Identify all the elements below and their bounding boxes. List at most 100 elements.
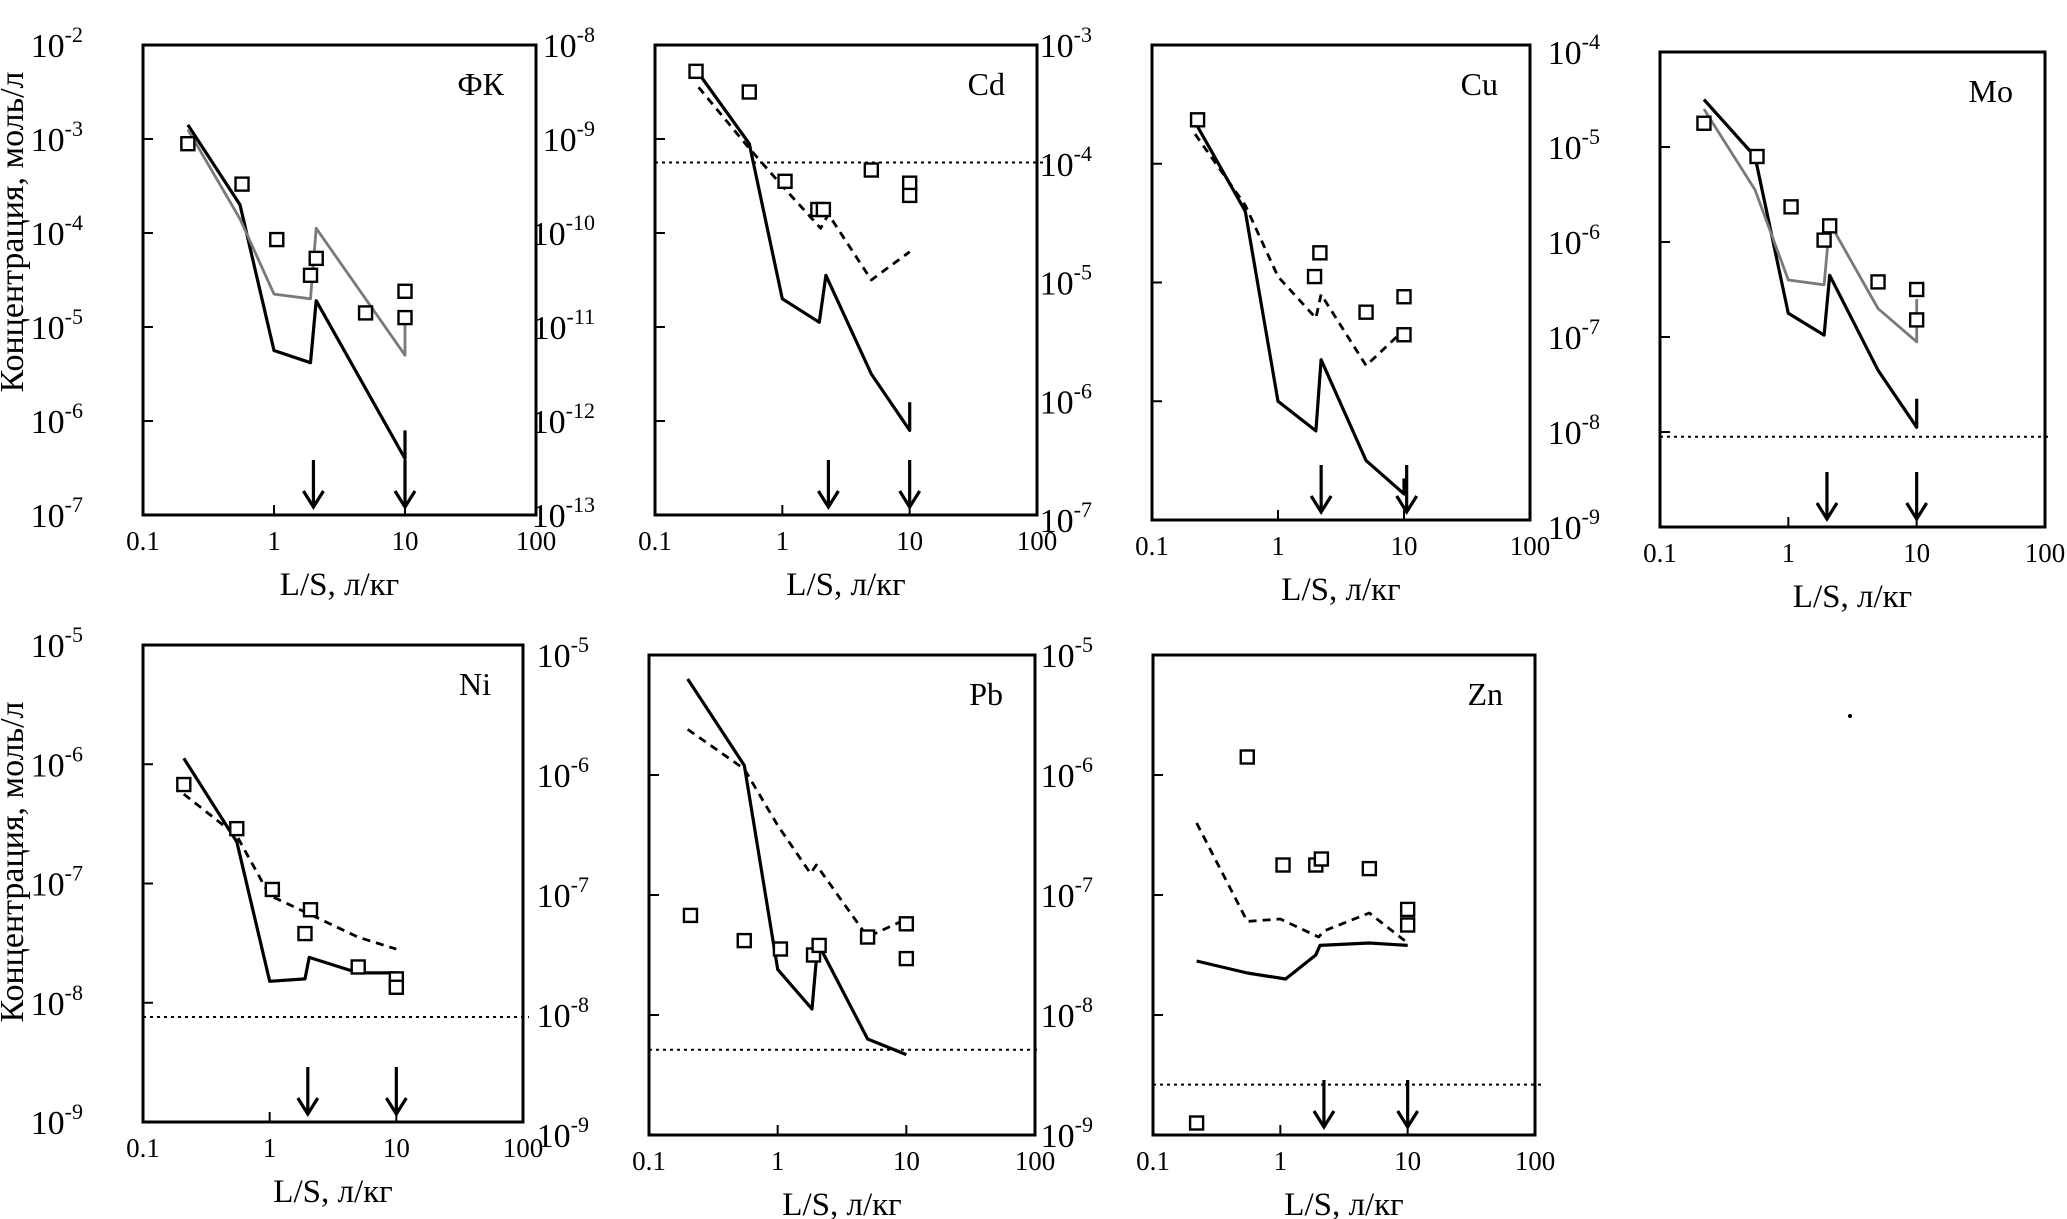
series-line [1193,121,1406,496]
y-tick-label: 10-10 [532,210,595,253]
stray-dot [1848,714,1852,718]
y-tick-label: 10-5 [1040,260,1092,303]
x-tick-label: 0.1 [126,1133,160,1163]
y-tick-label: 10-8 [1041,992,1093,1035]
data-point [397,283,413,299]
data-point [1312,245,1328,261]
panel-Cd: 0.1 1 10 100 10-8 10-9 10-10 10-11 10-12 10-13 L/S… [532,22,1058,603]
x-tick-label: 100 [1510,531,1551,561]
y-tick-label: 10-6 [31,741,83,784]
panel-Cu: 0.1 1 10 100 10-3 10-4 10-5 10-6 10-7 L/S, л/кг Cu [1040,22,1551,608]
y-tick-label: 10-9 [537,1112,589,1155]
arrow-head [296,1097,320,1118]
panel-label: Cd [968,66,1005,102]
panel-label: Pb [969,676,1003,712]
x-tick-label: 0.1 [638,526,672,556]
y-tick-label: 10-7 [31,492,83,535]
data-point [1275,857,1291,873]
panel-Pb: 0.1 1 10 100 10-5 10-6 10-7 10-8 10-9 L/S, л/кг Pb [537,632,1056,1219]
x-tick-label: 0.1 [632,1146,666,1176]
series-line [1193,133,1405,368]
panel-label: Zn [1467,676,1503,712]
y-tick-label: 10-8 [1548,409,1600,452]
data-point [1396,327,1412,343]
y-tick-label: 10-9 [543,116,595,159]
x-tick-label: 10 [893,1146,920,1176]
y-tick-label: 10-5 [1041,632,1093,675]
series-line [1195,822,1409,945]
data-point [1783,199,1799,215]
data-point [1870,274,1886,290]
y-tick-label: 10-7 [1041,872,1093,915]
series-line [1702,108,1919,344]
series-line [697,72,912,432]
data-point [269,231,285,248]
y-tick-label: 10-9 [1548,504,1600,547]
plot-frame [141,43,538,517]
data-point [898,916,915,932]
data-point [772,941,789,957]
y-tick-label: 10-5 [1548,124,1600,167]
data-point [350,959,366,975]
arrow-head [384,1097,408,1118]
arrow-head [1395,495,1419,516]
y-tick-label: 10-7 [537,872,589,915]
x-tick-label: 10 [896,526,923,556]
series-line [1702,98,1919,429]
y-tick-label: 10-5 [31,622,83,665]
data-point [297,925,313,942]
panel-Ni: 0.1 1 10 100 10-5 10-6 10-7 10-8 10-9 L/S, л/кг Ni [31,622,544,1210]
data-point [1696,115,1712,131]
x-tick-label: 1 [267,526,281,556]
series-line [182,792,397,951]
y-axis-label-top: Концентрация, моль/л [0,71,31,392]
y-tick-label: 10-8 [543,22,595,65]
data-point [688,63,704,80]
data-point [741,84,757,100]
y-tick-label: 10-5 [31,304,83,347]
plot-frame [647,653,1037,1137]
data-point [1816,232,1832,248]
data-point [811,937,827,954]
x-tick-label: 0.1 [1643,538,1677,568]
y-tick-label: 10-7 [1040,497,1092,540]
plot-frame [1150,43,1532,522]
arrow-head [302,490,325,511]
data-point [777,173,793,190]
x-tick-label: 1 [1271,531,1285,561]
panel-Mo: 0.1 1 10 100 10-4 10-5 10-6 10-7 10-8 10-9 L/S, л/… [1548,29,2066,615]
x-tick-label: 0.1 [126,526,160,556]
y-tick-label: 10-3 [1040,22,1092,65]
arrow-head [1905,502,1929,523]
data-point [302,902,319,918]
x-tick-label: 100 [1015,1146,1056,1176]
y-tick-label: 10-7 [1548,314,1600,357]
panel-label: Cu [1461,66,1498,102]
series-line [686,728,907,939]
y-tick-label: 10-4 [1040,141,1092,184]
y-tick-label: 10-4 [31,210,83,253]
data-point [863,162,880,178]
x-tick-label: 1 [263,1133,277,1163]
arrow-head [1815,502,1839,523]
data-point [397,309,413,326]
x-tick-label: 0.1 [1135,531,1169,561]
data-point [1908,281,1925,298]
data-point [176,776,192,793]
x-tick-label: 10 [383,1133,410,1163]
y-tick-label: 10-6 [537,752,589,795]
x-tick-label: 100 [516,526,557,556]
y-tick-label: 10-6 [1548,219,1600,262]
data-point [1306,268,1323,285]
series-line [697,86,911,282]
series-line [182,757,398,985]
y-tick-label: 10-5 [537,632,589,675]
y-tick-label: 10-8 [31,980,83,1023]
x-tick-label: 100 [1515,1146,1556,1176]
x-axis-label: L/S, л/кг [280,567,399,603]
panel-label: Ni [459,666,491,702]
x-tick-label: 10 [392,526,419,556]
panels: 0.1 1 10 100 10-2 10-3 10-4 10-5 10-6 10-7 L/S, л/… [31,22,2066,1219]
data-point [1821,218,1838,234]
